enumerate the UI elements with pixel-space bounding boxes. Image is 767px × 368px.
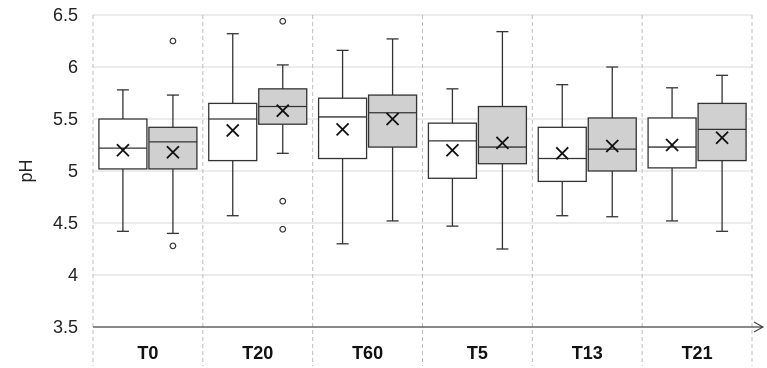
mean-marker [605,139,619,153]
mean-marker [495,136,510,150]
grid [92,14,753,366]
mean-marker [116,143,130,157]
box-white [98,89,148,232]
mean-marker [665,138,679,152]
x-category-label: T60 [352,343,383,363]
mean-marker [385,112,400,126]
x-category-label: T0 [137,343,158,363]
mean-marker [276,104,290,118]
iqr-box [98,118,148,170]
box-gray [367,38,418,222]
outlier-point [169,37,177,45]
outlier-point [279,197,287,205]
x-category-label: T21 [682,343,713,363]
iqr-box [367,94,418,148]
y-tick-label: 3.5 [53,317,78,337]
box-white [647,87,697,222]
x-category-label: T20 [242,343,273,363]
box-group [317,38,418,245]
box-gray [477,30,528,250]
mean-marker [335,122,350,137]
box-gray [148,37,198,250]
iqr-box [477,105,528,165]
y-tick-label: 6.5 [53,5,78,25]
y-tick-label: 5.5 [53,109,78,129]
mean-marker [445,143,460,157]
box-white [427,88,478,227]
outlier-point [279,225,287,233]
outlier-point [169,242,177,250]
box-gray [258,17,308,233]
box-group [208,17,308,233]
box-group [647,74,747,232]
box-white [317,49,368,245]
iqr-box [697,102,747,162]
iqr-box [148,126,198,170]
x-category-label: T13 [572,343,603,363]
box-groups [98,17,747,250]
box-white [208,33,258,217]
x-category-label: T5 [467,343,488,363]
outlier-point [279,17,287,25]
y-tick-label: 6 [68,57,78,77]
y-tick-label: 5 [68,161,78,181]
mean-marker [715,131,729,145]
box-gray [697,74,747,232]
x-axis [93,321,765,333]
box-group [427,30,528,250]
x-axis-arrow [753,321,765,333]
x-category-labels: T0 T20 T60 T5 T13 T21 [137,343,712,363]
box-white [537,84,587,217]
y-tick-label: 4 [68,265,78,285]
box-group [537,66,637,218]
iqr-box [587,117,637,172]
mean-marker [166,145,180,159]
mean-marker [555,146,569,160]
iqr-box [647,117,697,169]
y-tick-label: 4.5 [53,213,78,233]
box-group [98,37,198,250]
y-tick-labels: 3.5 4 4.5 5 5.5 6 6.5 [53,5,78,337]
mean-marker [226,123,240,138]
box-gray [587,66,637,218]
iqr-box [208,102,258,162]
y-axis-title: pH [16,159,36,182]
